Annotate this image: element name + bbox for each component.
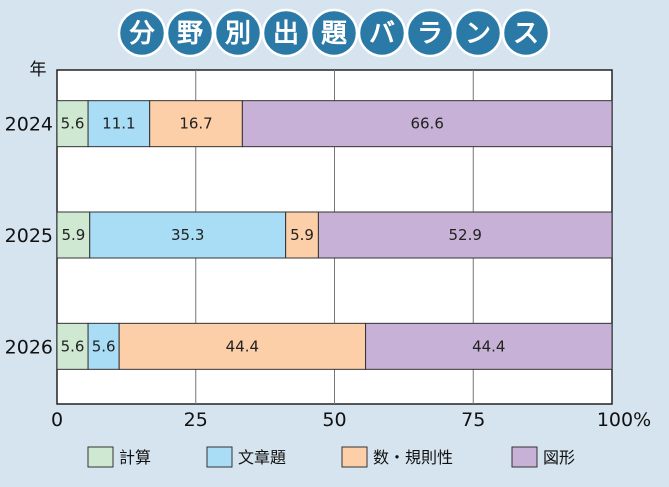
title-circle-2 <box>213 8 263 58</box>
bar-data-label: 44.4 <box>472 337 505 355</box>
title-char-3: 出 <box>273 19 299 49</box>
title-char-1: 野 <box>177 19 203 49</box>
legend-swatch <box>87 446 114 468</box>
bars: 5.6 11.1 16.7 66.6 5.9 35.3 5.9 52.9 5.6 5.6 44.4 4… <box>56 100 613 370</box>
bar-segment <box>317 211 613 259</box>
legend-swatch <box>511 446 538 468</box>
bar-data-label: 52.9 <box>448 226 481 244</box>
title-circle-6 <box>405 8 455 58</box>
legend-label: 図形 <box>543 448 575 467</box>
y-tick-label: 2025 <box>5 225 53 247</box>
bar-segment <box>365 322 613 370</box>
bar-segment <box>89 211 287 259</box>
title-char-6: ラ <box>417 19 443 49</box>
legend-label: 数・規則性 <box>373 448 453 467</box>
bar-data-label: 5.9 <box>290 226 314 244</box>
bar-segment <box>241 100 613 148</box>
bar-segment <box>118 322 367 370</box>
title-char-5: バ <box>369 19 395 49</box>
x-tick-label: 25 <box>184 409 208 431</box>
bar-data-label: 5.6 <box>61 115 85 133</box>
title-char-7: ン <box>465 19 491 49</box>
bar-data-label: 35.3 <box>171 226 204 244</box>
chart-title: 分野別出題バランス <box>117 8 551 58</box>
title-char-0: 分 <box>129 19 155 49</box>
y-axis-title: 年 <box>30 60 47 80</box>
title-circle-5 <box>357 8 407 58</box>
bar-data-label: 5.6 <box>92 337 116 355</box>
bar-data-label: 5.9 <box>61 226 85 244</box>
x-tick-label: 100% <box>597 409 651 431</box>
bar-segment <box>285 211 319 259</box>
legend: 計算 文章題 数・規則性 図形 <box>87 446 575 468</box>
bar-data-label: 66.6 <box>410 115 443 133</box>
legend-swatch <box>341 446 368 468</box>
bar-segment <box>87 100 151 148</box>
legend-label: 計算 <box>119 448 151 467</box>
title-circle-0 <box>117 8 167 58</box>
legend-swatch <box>206 446 233 468</box>
x-tick-label: 50 <box>322 409 346 431</box>
legend-label: 文章題 <box>238 448 286 467</box>
x-tick-labels: 0 25 50 75 100% <box>51 409 651 431</box>
title-circle-7 <box>453 8 503 58</box>
title-circle-8 <box>501 8 551 58</box>
bar-data-label: 5.6 <box>61 337 85 355</box>
title-char-4: 題 <box>321 19 348 49</box>
title-char-2: 別 <box>225 19 251 49</box>
bar-segment <box>56 211 91 259</box>
title-circle-3 <box>261 8 311 58</box>
x-tick-label: 0 <box>51 409 63 431</box>
x-tick-label: 75 <box>461 409 485 431</box>
bar-data-label: 11.1 <box>102 115 135 133</box>
bar-data-label: 44.4 <box>226 337 259 355</box>
bar-data-label: 16.7 <box>179 115 212 133</box>
y-tick-label: 2024 <box>5 114 53 136</box>
title-circle-4 <box>309 8 359 58</box>
title-circle-1 <box>165 8 215 58</box>
y-tick-label: 2026 <box>5 336 53 358</box>
y-tick-labels: 2024 2025 2026 <box>5 114 53 359</box>
title-char-8: ス <box>513 19 539 49</box>
bar-segment <box>149 100 243 148</box>
